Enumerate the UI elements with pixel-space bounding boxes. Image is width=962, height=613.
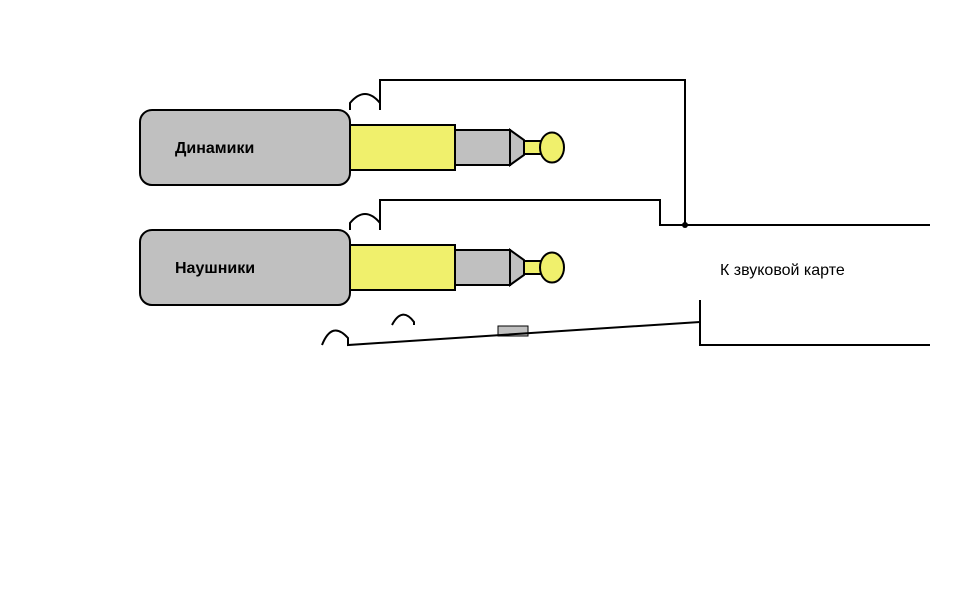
jack-label-headphones: Наушники xyxy=(175,260,255,277)
jack-tip xyxy=(540,253,564,283)
switch-lever xyxy=(322,322,700,345)
jack-notch xyxy=(510,250,524,285)
wiring-diagram: Динамики Наушники К xyxy=(0,0,962,613)
wiring xyxy=(322,80,930,345)
switch-hook xyxy=(392,315,414,325)
jack-sleeve xyxy=(350,245,455,290)
jack-label-speakers: Динамики xyxy=(175,140,254,157)
jack-headphones: Наушники xyxy=(140,230,564,305)
jack-tip xyxy=(540,133,564,163)
jack-ring xyxy=(455,250,510,285)
wire-mid-to-junction xyxy=(380,200,685,230)
wire-ground-out xyxy=(700,322,930,345)
jack-speakers: Динамики xyxy=(140,110,564,185)
spring-contact-mid xyxy=(350,214,380,230)
spring-contact-top xyxy=(350,94,380,110)
jack-notch xyxy=(510,130,524,165)
output-label: К звуковой карте xyxy=(720,262,845,279)
jack-ring xyxy=(455,130,510,165)
jack-sleeve xyxy=(350,125,455,170)
